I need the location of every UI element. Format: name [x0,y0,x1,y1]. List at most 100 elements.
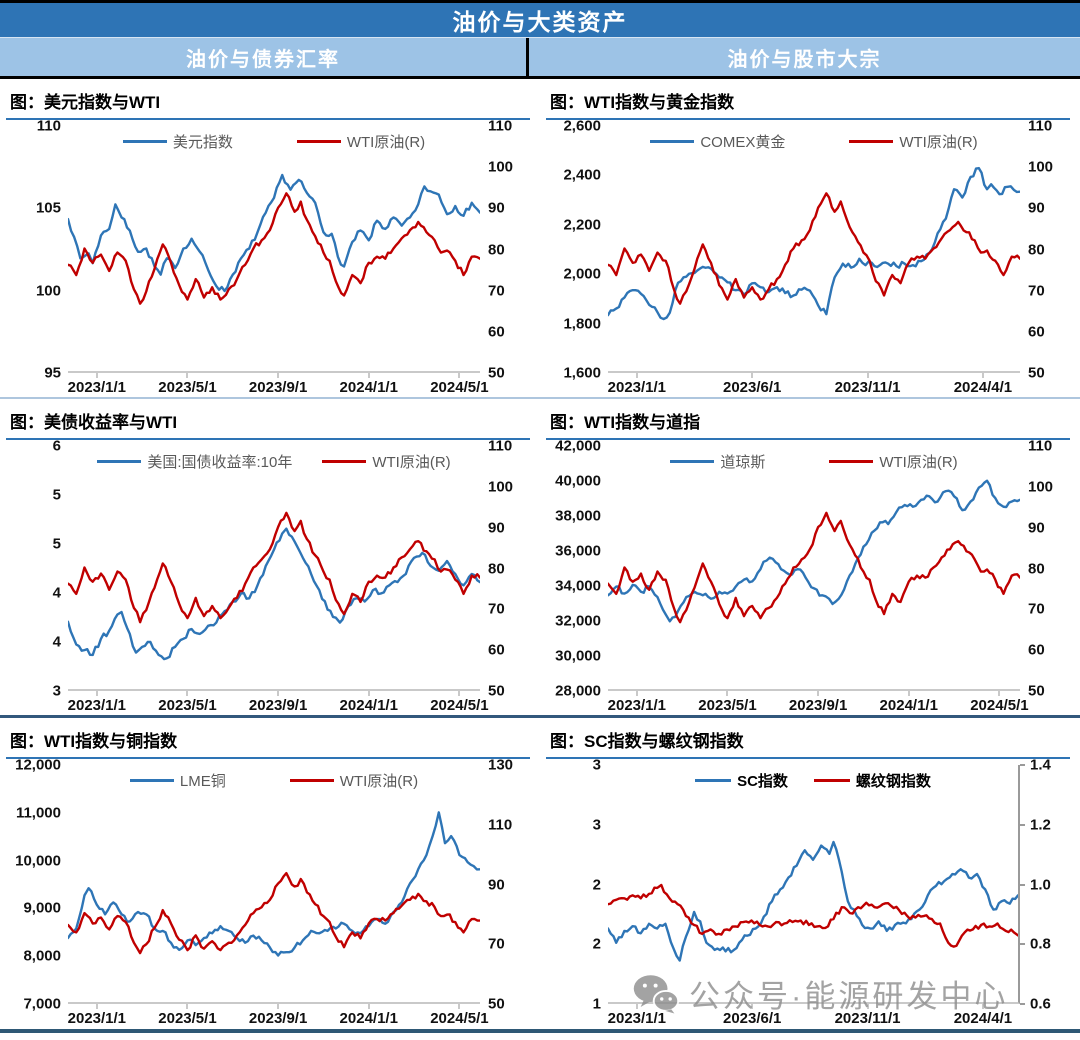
legend-label: WTI原油(R) [346,134,426,151]
y-tick-label: 40,000 [555,472,601,490]
left-y-axis: 110 105 100 95 [6,118,68,382]
y-tick-label: 4 [52,633,61,651]
x-axis-tick [95,1004,98,1009]
x-axis-tick [726,691,729,696]
x-axis-tick [277,1004,280,1009]
y-tick-label: 0.8 [1030,935,1051,953]
y-tick-label: 110 [1028,117,1053,135]
y-tick-label: 90 [1028,519,1045,537]
legend-label: LME铜 [179,773,226,790]
x-tick-label: 2024/1/1 [339,697,398,714]
y-tick-label: 60 [488,323,505,341]
left-y-axis: 6 5 5 4 4 3 [6,438,68,700]
x-tick-label: 2024/4/1 [953,379,1013,396]
right-axis-tick [1020,1003,1025,1005]
y-tick-label: 80 [488,241,505,258]
report-title-bar: 油价与大类资产 [0,0,1080,37]
chart-legend: 美元指数 WTI原油(R) [68,131,480,152]
plot-area: 道琼斯 WTI原油(R) [608,446,1020,691]
x-axis-tick [635,1004,638,1009]
x-tick-label: 2023/5/1 [158,379,217,396]
right-y-axis: 110 100 90 80 70 60 50 [480,438,530,700]
y-tick-label: 70 [488,935,505,953]
left-y-axis: 2,600 2,400 2,200 2,000 1,800 1,600 [546,118,608,382]
y-tick-label: 100 [35,282,61,300]
y-tick-label: 4 [52,584,61,602]
y-tick-label: 50 [488,995,505,1013]
right-y-axis: 110 100 90 80 70 60 50 [480,118,530,382]
x-axis: 2023/1/1 2023/5/1 2023/9/1 2024/1/1 2024/5/1 [68,1004,489,1028]
legend-swatch [813,779,850,782]
legend-swatch [322,460,367,463]
y-tick-label: 70 [488,282,505,300]
chart-ust-yield-vs-wti: 图：美债收益率与WTI 6 5 5 4 4 3 美国:国债收益率:10年 WTI原油(R) 11… [0,399,540,715]
y-tick-label: 105 [35,199,61,217]
y-tick-label: 7,000 [23,995,61,1013]
legend-label: WTI原油(R) [339,773,419,790]
x-axis-tick [981,373,984,378]
y-tick-label: 130 [488,756,514,774]
line-chart-svg [608,126,1020,371]
x-tick-label: 2023/6/1 [722,1010,782,1027]
right-y-axis: 110 100 90 80 70 60 50 [1020,438,1070,700]
legend-label: 道琼斯 [720,454,766,471]
plot-area: 美国:国债收益率:10年 WTI原油(R) [68,446,480,691]
right-y-axis: 1.4 1.2 1.0 0.8 0.6 [1020,757,1070,1013]
line-chart-svg [68,126,480,371]
right-axis-tick [1020,764,1025,766]
right-axis-tick [1020,883,1025,886]
y-tick-label: 1.0 [1030,876,1051,893]
x-axis-tick [458,373,461,378]
series-line-LME铜 [68,812,480,955]
x-axis-tick [866,373,869,378]
y-tick-label: 90 [488,199,505,217]
legend-swatch [289,779,334,782]
x-tick-label: 2023/1/1 [607,1010,667,1027]
y-tick-label: 110 [488,437,513,455]
x-axis-tick [367,373,370,378]
x-axis: 2023/1/1 2023/6/1 2023/11/1 2024/4/1 [608,373,1020,397]
x-tick-label: 2024/5/1 [970,697,1029,714]
x-tick-label: 2023/9/1 [248,379,308,396]
line-chart-svg [608,765,1018,1002]
section-header-bonds-fx: 油价与债券汇率 [0,38,529,76]
y-tick-label: 60 [1028,641,1045,659]
x-tick-label: 2023/9/1 [248,1010,308,1027]
x-axis: 2023/1/1 2023/6/1 2023/11/1 2024/4/1 [608,1004,1020,1028]
y-tick-label: 95 [44,364,61,382]
y-tick-label: 80 [1028,241,1045,258]
x-axis-tick [186,1004,189,1009]
x-axis-tick [866,1004,869,1009]
series-line-美国:国债收益率:10年 [68,529,480,659]
x-tick-label: 2024/1/1 [339,379,398,396]
x-axis-tick [186,691,189,696]
x-axis-tick [635,373,638,378]
legend-label: COMEX黄金 [700,134,786,151]
y-tick-label: 3 [592,756,601,774]
legend-swatch [849,140,894,143]
series-line-SC指数 [608,842,1018,961]
legend-swatch [695,779,732,782]
legend-label: WTI原油(R) [372,454,451,471]
x-axis-tick [635,691,638,696]
y-tick-label: 70 [1028,282,1045,300]
x-axis-tick [186,373,189,378]
chart-wti-vs-dow: 图：WTI指数与道指 42,000 40,000 38,000 36,000 34,00… [540,399,1080,715]
y-tick-label: 5 [52,535,61,553]
legend-label: 美元指数 [172,134,233,151]
chart-body: 2,600 2,400 2,200 2,000 1,800 1,600 COMEX黄金 WTI… [546,118,1070,397]
chart-legend: COMEX黄金 WTI原油(R) [608,131,1020,152]
chart-body: 110 105 100 95 美元指数 WTI原油(R) 110 100 90 80 70 60 50 2… [6,118,530,397]
legend-item: COMEX黄金 [650,131,785,152]
y-tick-label: 3 [592,816,601,834]
y-tick-label: 6 [52,437,61,455]
legend-label: SC指数 [737,773,788,790]
legend-label: WTI原油(R) [899,134,978,151]
right-y-axis: 110 100 90 80 70 60 50 [1020,118,1070,382]
chart-body: 12,000 11,000 10,000 9,000 8,000 7,000 LME铜 WTI… [6,757,530,1028]
x-tick-label: 2023/11/1 [834,1010,901,1027]
y-tick-label: 50 [488,682,505,700]
x-axis-tick [277,373,280,378]
section-header-right-label: 油价与股市大宗 [727,48,882,71]
